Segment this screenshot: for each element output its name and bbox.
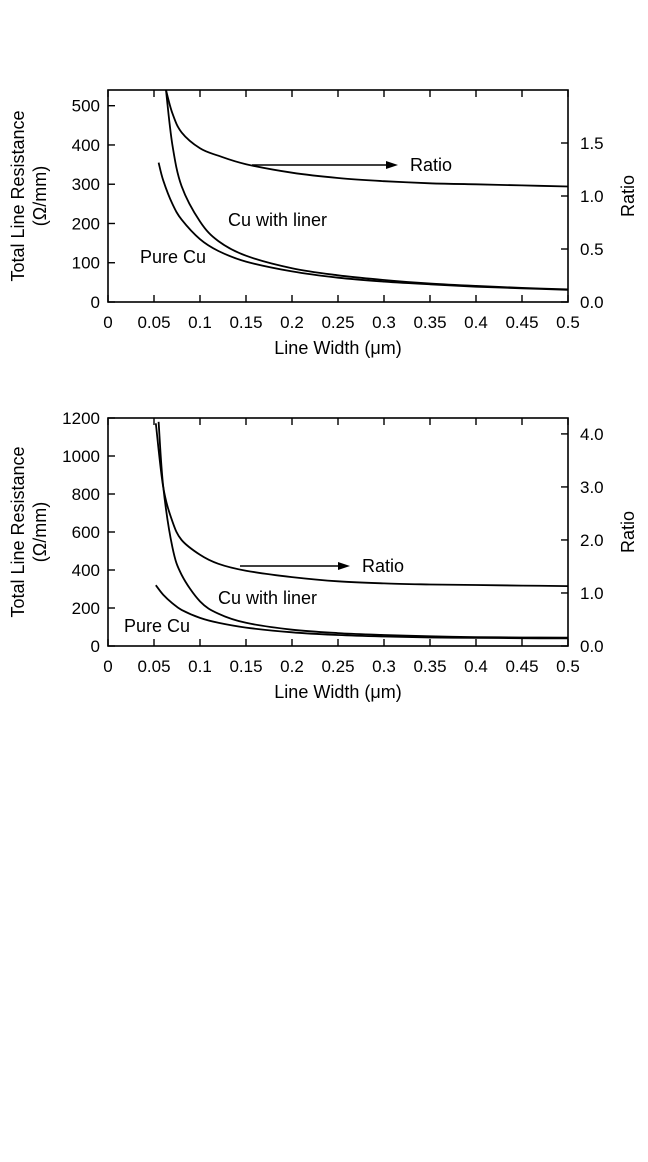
y2-tick-label: 2.0	[580, 531, 604, 550]
series-line-ratio	[165, 89, 569, 188]
x-tick-label: 0.3	[372, 657, 396, 676]
x-tick-label: 0.2	[280, 657, 304, 676]
x-tick-label: 0.5	[556, 657, 580, 676]
y-tick-label: 200	[72, 599, 100, 618]
ratio-arrow-head	[386, 161, 398, 169]
x-tick-label: 0.25	[321, 313, 354, 332]
x-tick-label: 0.05	[137, 657, 170, 676]
x-tick-label: 0.1	[188, 657, 212, 676]
chart-2: 0 0.05 0.1 0.15 0.2 0.25 0.3 0.35 0.4 0.45 0.5 0 200…	[8, 409, 638, 702]
x-tick-label: 0.05	[137, 313, 170, 332]
y2-tick-label: 0.0	[580, 293, 604, 312]
y2-tick-label: 4.0	[580, 425, 604, 444]
plot-frame	[107, 89, 569, 303]
x-tick-label: 0	[103, 657, 112, 676]
y-tick-label: 100	[72, 254, 100, 273]
x-tick-label: 0.5	[556, 313, 580, 332]
y-tick-label: 200	[72, 214, 100, 233]
y2-tick-label: 3.0	[580, 478, 604, 497]
x-axis-title: Line Width (μm)	[274, 682, 401, 702]
x-axis-title: Line Width (μm)	[274, 338, 401, 358]
y2-tick-label: 0.5	[580, 240, 604, 259]
x-tick-label: 0.45	[505, 313, 538, 332]
annotation-label: Ratio	[410, 155, 452, 175]
y2-axis-title: Ratio	[618, 175, 638, 217]
y2-axis-title: Ratio	[618, 511, 638, 553]
y-tick-label: 300	[72, 175, 100, 194]
annotation-label: Ratio	[362, 556, 404, 576]
y-axis-unit: (Ω/mm)	[30, 166, 50, 226]
y-tick-label: 400	[72, 561, 100, 580]
y-tick-label: 0	[91, 637, 100, 656]
chart-1: 0 0.05 0.1 0.15 0.2 0.25 0.3 0.35 0.4 0.45 0.5 0 100…	[8, 89, 638, 358]
series-line-ratio	[154, 423, 569, 587]
x-tick-label: 0.3	[372, 313, 396, 332]
y-tick-label: 500	[72, 97, 100, 116]
x-tick-label: 0.15	[229, 657, 262, 676]
x-tick-label: 0.4	[464, 657, 488, 676]
x-tick-label: 0.1	[188, 313, 212, 332]
y-tick-label: 1200	[62, 409, 100, 428]
y2-tick-label: 1.5	[580, 134, 604, 153]
y-axis-title: Total Line Resistance	[8, 110, 28, 281]
x-tick-label: 0.15	[229, 313, 262, 332]
y-axis-title: Total Line Resistance	[8, 446, 28, 617]
series-line-pure-cu	[157, 162, 569, 291]
series-line-cu-with-liner	[157, 421, 569, 639]
x-tick-label: 0.4	[464, 313, 488, 332]
y2-tick-label: 0.0	[580, 637, 604, 656]
x-tick-label: 0.45	[505, 657, 538, 676]
y-tick-label: 1000	[62, 447, 100, 466]
annotation-label: Pure Cu	[140, 247, 206, 267]
y-tick-label: 600	[72, 523, 100, 542]
x-tick-label: 0.35	[413, 313, 446, 332]
y-tick-label: 400	[72, 136, 100, 155]
y-tick-label: 800	[72, 485, 100, 504]
x-tick-label: 0	[103, 313, 112, 332]
y-axis-unit: (Ω/mm)	[30, 502, 50, 562]
y2-tick-label: 1.0	[580, 584, 604, 603]
annotation-label: Pure Cu	[124, 616, 190, 636]
ratio-arrow-head	[338, 562, 350, 570]
x-tick-label: 0.2	[280, 313, 304, 332]
x-tick-label: 0.35	[413, 657, 446, 676]
annotation-label: Cu with liner	[218, 588, 317, 608]
annotation-label: Cu with liner	[228, 210, 327, 230]
y2-tick-label: 1.0	[580, 187, 604, 206]
series-line-cu-with-liner	[165, 89, 569, 291]
y-tick-label: 0	[91, 293, 100, 312]
x-tick-label: 0.25	[321, 657, 354, 676]
